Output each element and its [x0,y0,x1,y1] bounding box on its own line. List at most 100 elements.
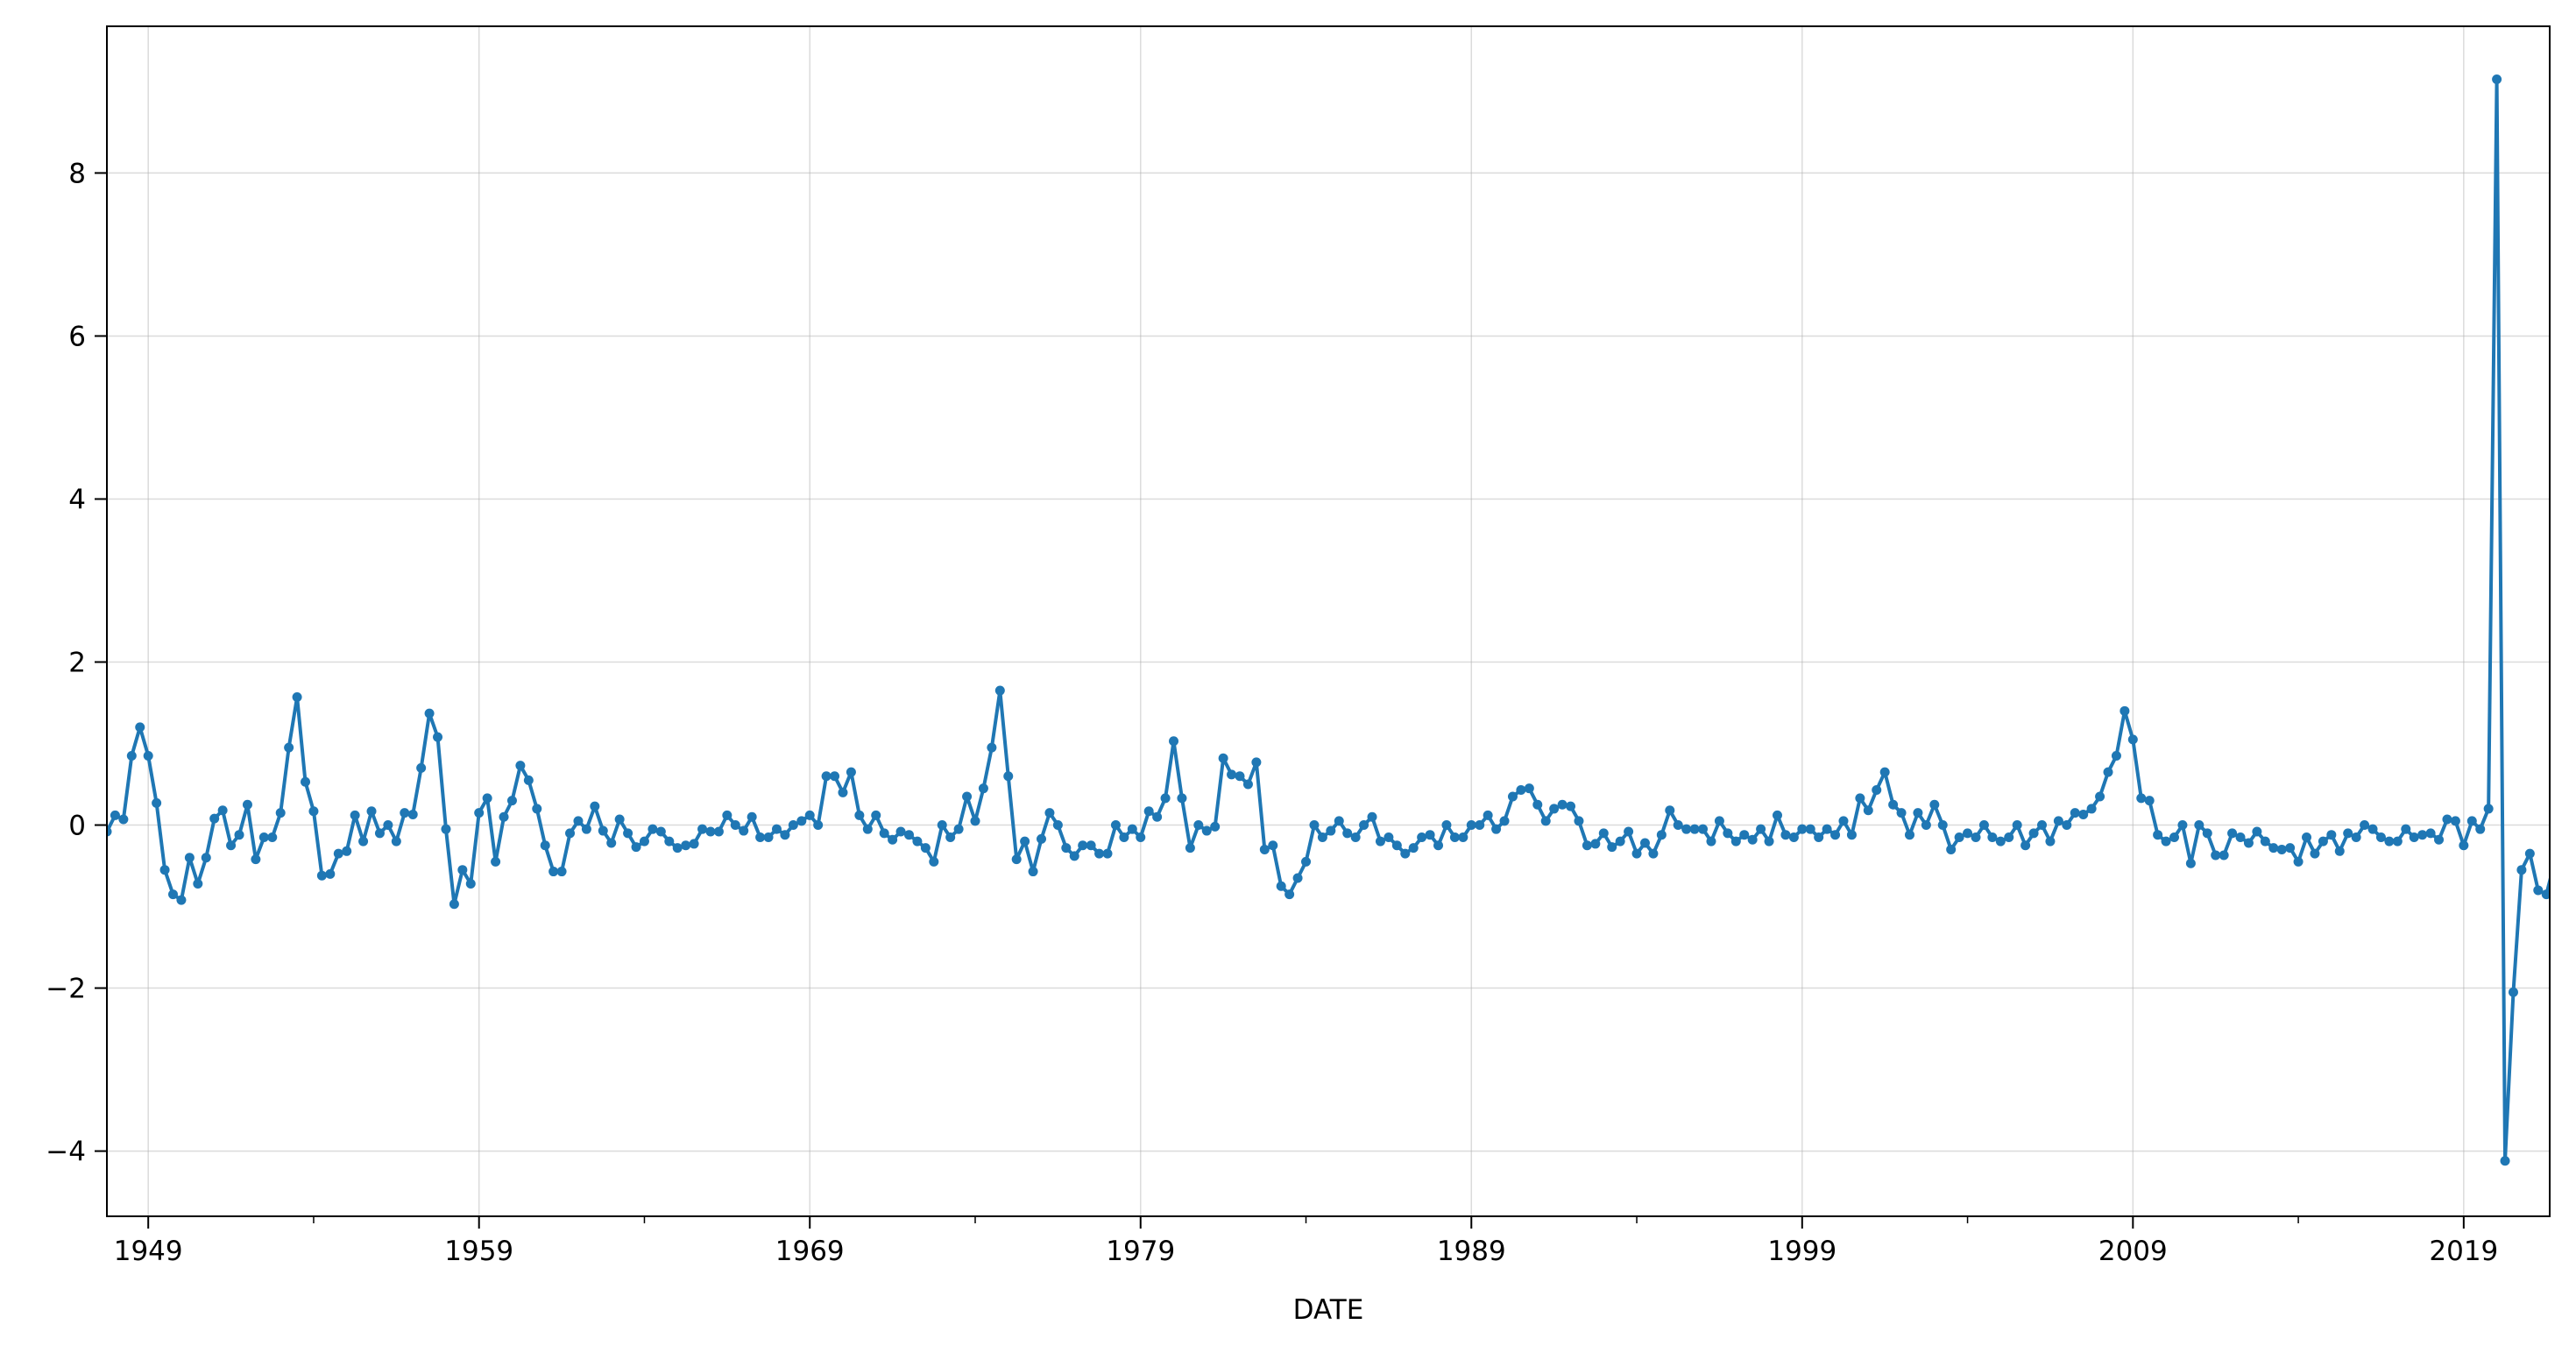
data-point [1193,820,1204,831]
data-point [2384,836,2395,847]
data-point [1698,824,1709,834]
data-point [1119,832,1129,842]
data-point [1242,779,1253,790]
data-point [639,836,649,847]
data-point [1276,881,1286,891]
data-point [548,867,559,877]
data-point [970,816,980,826]
data-point [1921,820,1931,831]
data-point [2466,816,2477,826]
data-point [978,783,988,794]
data-point [739,825,749,836]
data-point [994,685,1005,696]
data-point [2194,820,2204,831]
data-point [1946,844,1957,854]
data-point [1995,836,2006,847]
data-point [1086,840,1096,851]
data-point [1963,828,1973,839]
data-point [606,838,617,848]
data-point [176,895,187,905]
data-point [1136,832,1146,842]
data-point [1598,828,1609,839]
data-point [2020,840,2031,851]
data-point [184,853,195,863]
data-point [1127,824,1137,834]
data-point [2367,824,2378,834]
data-point [391,836,401,847]
data-point [565,828,576,839]
data-point [697,824,708,834]
data-point [771,824,782,834]
x-tick-label: 2019 [2429,1236,2498,1267]
data-point [1872,785,1882,796]
data-point [400,808,410,818]
data-point [2450,816,2460,826]
data-point [821,771,832,782]
data-point [672,843,683,854]
data-point [1954,832,1964,842]
data-point [1888,799,1899,810]
data-point [2409,832,2419,842]
data-point [2434,834,2445,845]
data-point [1185,843,1195,854]
data-point [1028,867,1038,877]
data-point [2483,804,2494,814]
data-point [2127,734,2138,745]
data-point [871,810,881,820]
data-point [763,832,774,842]
data-point [1384,832,1394,842]
data-point [1772,810,1782,820]
data-point [1532,799,1543,810]
data-series [107,74,2550,1166]
data-point [1937,820,1948,831]
data-point [1764,836,1774,847]
data-point [1607,842,1617,853]
data-point [2351,832,2361,842]
data-point [135,722,145,733]
data-point [1044,808,1055,818]
data-point [1665,805,1675,816]
data-point [804,810,815,820]
data-point [2541,889,2550,900]
data-point [1466,820,1476,831]
data-point [110,810,120,820]
data-point [903,830,914,840]
data-point [1624,826,1634,837]
data-point [2202,828,2212,839]
data-point [813,820,824,831]
data-point [457,865,468,875]
data-point [1425,830,1435,840]
data-point [862,824,873,834]
y-tick-label: 6 [68,321,86,352]
data-point [788,820,798,831]
data-point [1491,824,1502,834]
data-point [1292,873,1303,883]
data-point [953,824,964,834]
data-point [2500,1156,2510,1166]
gridlines [107,26,2550,1216]
data-point [1788,832,1799,842]
data-point [308,806,319,817]
data-point [159,865,170,875]
series-group [107,74,2550,1166]
data-point [383,820,393,831]
data-point [2425,828,2436,839]
data-point [1011,854,1022,865]
data-point [217,805,228,816]
data-point [1449,832,1460,842]
data-point [441,824,451,834]
data-point [209,813,220,824]
data-point [937,820,947,831]
data-point [1078,840,1088,851]
data-point [2028,828,2039,839]
data-point [2276,844,2287,854]
data-point [1102,848,1113,859]
data-point [1574,816,1584,826]
data-point [358,836,369,847]
data-point [1326,825,1336,836]
data-point [2185,858,2196,868]
data-point [830,771,840,782]
data-point [1003,771,1014,782]
data-point [2070,808,2080,818]
data-point [1152,811,1163,822]
